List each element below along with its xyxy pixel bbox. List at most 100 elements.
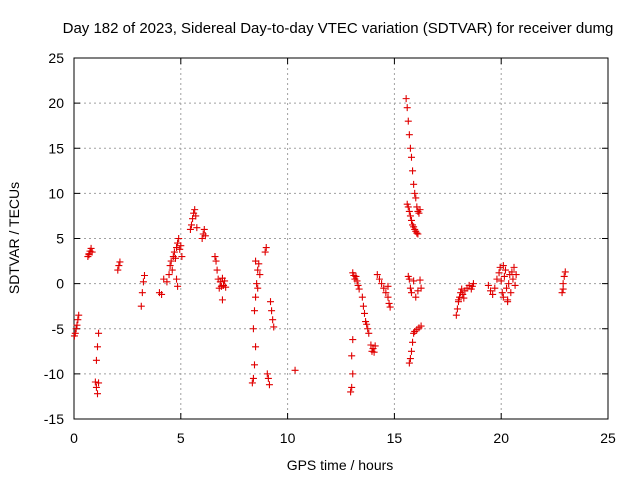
data-point-plus <box>221 277 229 285</box>
data-point-plus <box>291 366 299 374</box>
data-point-plus <box>412 194 420 202</box>
data-point-plus <box>559 285 567 293</box>
y-tick-label: -15 <box>44 411 64 427</box>
data-point-plus <box>115 262 123 270</box>
data-point-plus <box>363 320 371 328</box>
data-point-plus <box>484 281 492 289</box>
data-point-plus <box>355 285 363 293</box>
data-point-plus <box>138 289 146 297</box>
x-tick-label: 0 <box>70 430 78 446</box>
y-tick-label: 0 <box>56 276 64 292</box>
data-point-plus <box>493 275 501 283</box>
data-point-plus <box>405 207 413 215</box>
data-point-plus <box>495 269 503 277</box>
data-point-plus <box>386 303 394 311</box>
data-point-plus <box>163 278 171 286</box>
data-point-plus <box>452 311 460 319</box>
y-tick-label: 25 <box>48 50 64 66</box>
data-point-plus <box>512 271 520 279</box>
data-point-plus <box>211 253 219 261</box>
data-point-plus <box>85 251 93 259</box>
data-point-plus <box>349 336 357 344</box>
data-point-plus <box>177 242 185 250</box>
data-point-plus <box>409 338 417 346</box>
data-point-plus <box>93 343 101 351</box>
data-point-plus <box>560 272 568 280</box>
data-point-plus <box>87 244 95 252</box>
data-point-plus <box>501 266 509 274</box>
data-point-plus <box>410 277 418 285</box>
data-point-plus <box>116 258 124 266</box>
data-point-plus <box>416 276 424 284</box>
data-point-plus <box>71 329 79 337</box>
data-point-plus <box>407 216 415 224</box>
data-point-plus <box>458 285 466 293</box>
data-point-plus <box>373 271 381 279</box>
data-point-plus <box>412 293 420 301</box>
data-point-plus <box>213 266 221 274</box>
data-point-plus <box>137 302 145 310</box>
data-point-plus <box>406 212 414 220</box>
data-point-plus <box>347 388 355 396</box>
data-point-plus <box>378 280 386 288</box>
data-point-plus <box>170 248 178 256</box>
data-point-plus <box>171 254 179 262</box>
data-point-plus <box>407 289 415 297</box>
data-point-plus <box>459 290 467 298</box>
data-point-plus <box>249 325 257 333</box>
data-point-plus <box>416 206 424 214</box>
data-point-plus <box>256 271 264 279</box>
data-point-plus <box>491 284 499 292</box>
data-point-plus <box>411 189 419 197</box>
data-point-plus <box>405 275 413 283</box>
data-point-plus <box>222 283 230 291</box>
x-tick-label: 5 <box>177 430 185 446</box>
data-point-plus <box>414 230 422 238</box>
data-point-plus <box>365 329 373 337</box>
data-point-plus <box>353 277 361 285</box>
data-point-plus <box>186 225 194 233</box>
data-point-plus <box>375 275 383 283</box>
data-point-plus <box>404 117 412 125</box>
y-tick-label: 5 <box>56 231 64 247</box>
y-axis-label: SDTVAR / TECUs <box>6 182 22 294</box>
data-point-plus <box>358 293 366 301</box>
data-point-plus <box>417 322 425 330</box>
data-point-plus <box>504 298 512 306</box>
data-point-plus <box>507 289 515 297</box>
data-point-plus <box>402 95 410 103</box>
data-point-plus <box>417 284 425 292</box>
data-point-plus <box>72 325 80 333</box>
data-point-plus <box>469 280 477 288</box>
data-point-plus <box>252 343 260 351</box>
data-point-plus <box>158 290 166 298</box>
data-point-plus <box>348 352 356 360</box>
data-point-plus <box>248 379 256 387</box>
data-point-plus <box>73 321 81 329</box>
data-point-plus <box>453 305 461 313</box>
data-point-plus <box>262 244 270 252</box>
grid <box>74 58 608 419</box>
data-point-plus <box>91 378 99 386</box>
data-point-plus <box>413 229 421 237</box>
data-point-plus <box>218 296 226 304</box>
data-point-plus <box>268 307 276 315</box>
x-axis-label: GPS time / hours <box>287 457 394 473</box>
data-point-plus <box>499 262 507 270</box>
data-point-plus <box>267 298 275 306</box>
data-point-plus <box>249 374 257 382</box>
data-point-plus <box>364 325 372 333</box>
data-point-plus <box>265 381 273 389</box>
x-tick-label: 20 <box>493 430 509 446</box>
data-point-plus <box>404 203 412 211</box>
data-point-plus <box>406 355 414 363</box>
data-point-plus <box>407 153 415 161</box>
data-point-plus <box>487 287 495 295</box>
data-point-plus <box>505 280 513 288</box>
data-point-plus <box>167 257 175 265</box>
data-point-plus <box>370 348 378 356</box>
data-point-plus <box>193 224 201 232</box>
data-point-plus <box>140 272 148 280</box>
data-point-plus <box>173 275 181 283</box>
data-point-plus <box>200 225 208 233</box>
